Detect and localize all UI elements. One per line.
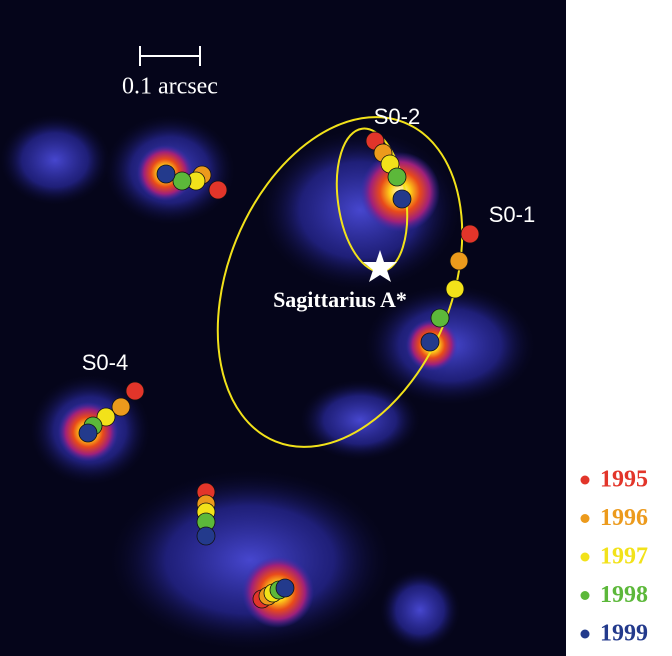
position-dot (111, 397, 131, 417)
position-dot (460, 224, 480, 244)
legend-dot (580, 514, 590, 523)
sgr-a-star (363, 250, 397, 282)
position-dot (96, 407, 116, 427)
position-dot (156, 164, 176, 184)
position-dot (275, 578, 295, 598)
legend-label: 1995 (600, 467, 648, 493)
position-dot (445, 279, 465, 299)
legend-dot (580, 475, 590, 485)
legend-label: 1999 (600, 621, 648, 647)
legend-dot (580, 552, 590, 562)
legend-label: 1998 (600, 582, 648, 608)
position-dot (420, 332, 440, 352)
position-dot (392, 189, 412, 209)
legend: 1995 1996 1997 1998 1999 (580, 467, 648, 647)
legend-label: 1996 (600, 505, 648, 531)
scale-label: 0.1 arcsec (122, 74, 218, 100)
star-label: S0-2 (374, 104, 420, 129)
legend-dot (580, 629, 590, 639)
positions (78, 131, 480, 609)
position-dot (196, 526, 216, 546)
position-dot (125, 381, 145, 401)
position-dot (430, 308, 450, 328)
position-dot (449, 251, 469, 271)
haze (0, 115, 535, 650)
legend-dot (580, 591, 590, 600)
position-dot (208, 180, 228, 200)
black-hole-label: Sagittarius A* (273, 287, 407, 312)
star-label: S0-1 (489, 202, 535, 227)
legend-label: 1997 (600, 544, 648, 570)
position-dot (172, 171, 192, 191)
position-dot (78, 423, 98, 443)
scale-bar (139, 46, 201, 66)
position-dot (387, 167, 407, 187)
star-label: S0-4 (82, 350, 128, 375)
